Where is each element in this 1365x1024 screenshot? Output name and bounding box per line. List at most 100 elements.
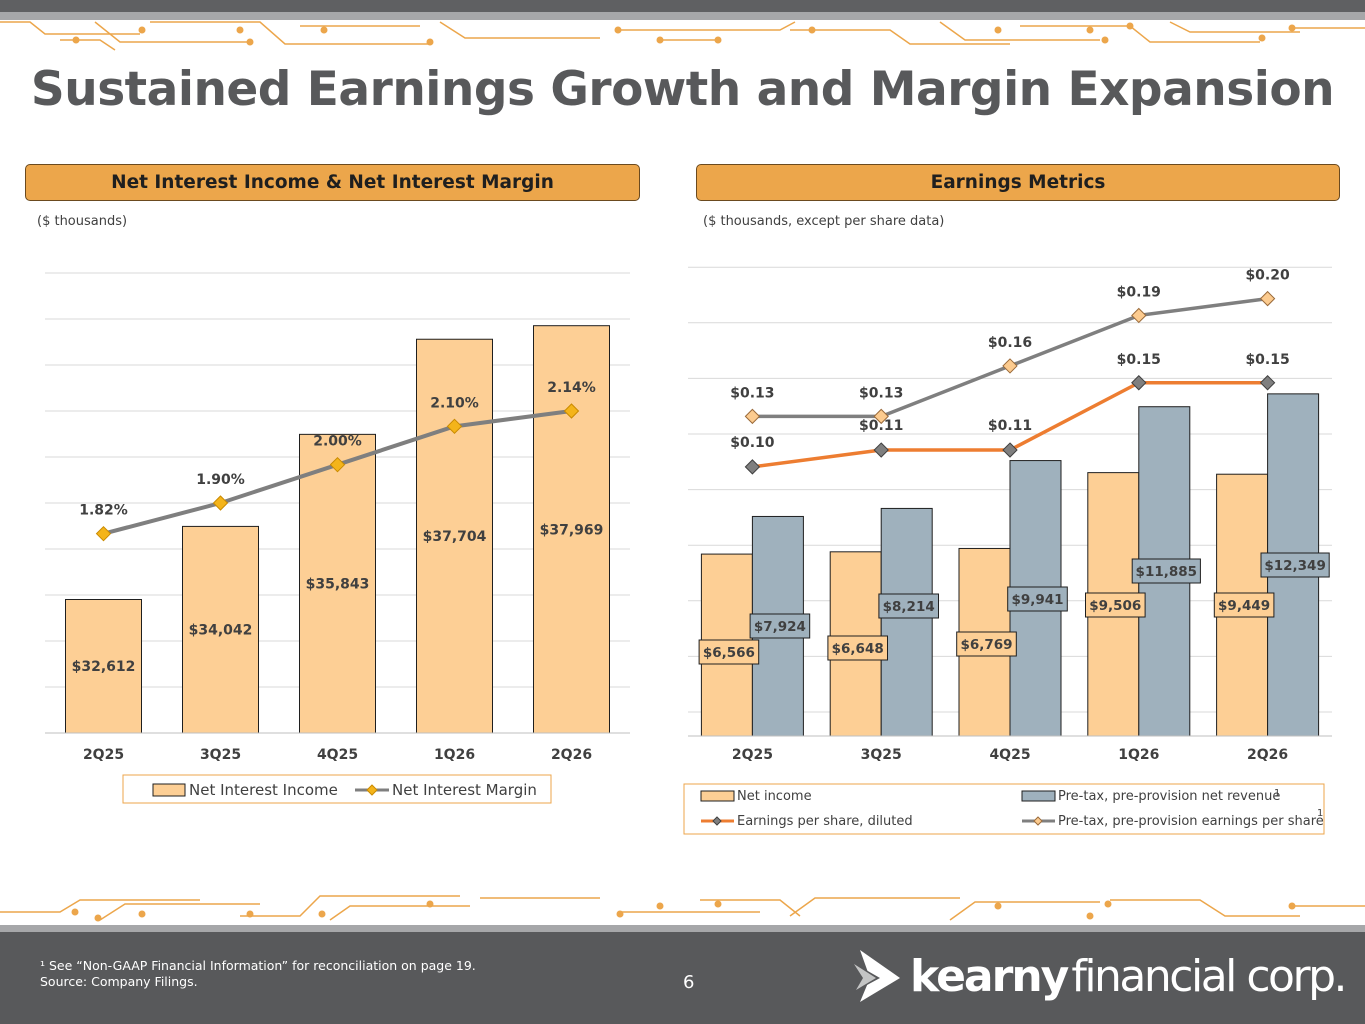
bar-label-box xyxy=(827,635,888,661)
marker-earnings-per-share xyxy=(744,459,761,475)
x-tick-label: 2Q25 xyxy=(732,747,773,763)
line-data-label: $0.10 xyxy=(730,435,775,451)
line-pre-tax-pre-provision-eps xyxy=(752,296,1268,419)
bar-label-box xyxy=(698,639,760,665)
legend-swatch-marker xyxy=(1033,816,1043,826)
x-tick-label: 2Q25 xyxy=(83,747,124,763)
bar-label-box xyxy=(1085,592,1146,618)
marker-pre-tax-eps xyxy=(1002,358,1018,374)
x-tick-label: 1Q26 xyxy=(1118,747,1159,763)
marker-earnings-per-share xyxy=(873,442,889,458)
top-bar-stripe xyxy=(0,12,1365,20)
x-tick-label: 2Q26 xyxy=(1247,747,1288,763)
line-data-label: $0.15 xyxy=(1117,352,1161,368)
right-panel-heading: Earnings Metrics xyxy=(696,164,1340,201)
legend-swatch-marker xyxy=(712,816,722,826)
earnings-metrics-chart: $6,566 $7,924 2Q25 $6,648 $8,214 3Q25 $6,769 $9… xyxy=(683,266,1332,835)
bar-label-box xyxy=(1213,592,1275,618)
bar-data-label: $7,924 xyxy=(754,619,806,635)
legend-label: Pre-tax, pre-provision earnings per shar… xyxy=(1058,814,1324,829)
circuit-decoration-bottom xyxy=(0,895,1365,922)
marker-net-interest-margin xyxy=(563,403,580,419)
marker-net-interest-margin xyxy=(446,418,463,435)
bar-label-box xyxy=(1131,558,1201,584)
bar-data-label: $6,648 xyxy=(832,641,884,657)
legend-label: Pre-tax, pre-provision net revenue xyxy=(1058,789,1280,804)
line-data-label: $0.11 xyxy=(859,418,903,434)
bar-data-label: $34,042 xyxy=(189,623,253,639)
line-data-label: 1.90% xyxy=(196,472,245,488)
legend-box xyxy=(122,774,552,804)
footer-bar xyxy=(0,932,1365,1024)
footnote: ¹ See “Non-GAAP Financial Information” f… xyxy=(40,958,476,990)
legend: Net income Pre-tax, pre-provision net rev… xyxy=(683,783,1325,835)
line-data-label: $0.16 xyxy=(988,335,1032,351)
marker-pre-tax-eps xyxy=(873,408,889,425)
line-data-label: $0.20 xyxy=(1245,268,1290,284)
legend-label: Net Interest Margin xyxy=(392,781,537,799)
bar-data-label: $9,941 xyxy=(1011,592,1063,608)
x-tick-label: 4Q25 xyxy=(317,747,358,763)
line-data-label: 1.82% xyxy=(79,503,128,519)
legend-superscript: 1 xyxy=(1317,808,1323,819)
line-data-label: 2.00% xyxy=(313,434,362,450)
bar-data-label: $37,969 xyxy=(540,522,604,538)
circuit-decoration-top xyxy=(0,21,1365,51)
page-number: 6 xyxy=(683,972,695,993)
bar-net-interest-income xyxy=(533,325,610,734)
line-data-label: $0.13 xyxy=(859,385,903,401)
legend: Net Interest Income Net Interest Margin xyxy=(122,774,552,804)
bar-data-label: $9,506 xyxy=(1089,598,1141,614)
left-panel-heading: Net Interest Income & Net Interest Margi… xyxy=(25,164,640,201)
brand-name-light: financial corp. xyxy=(1071,950,1347,1002)
x-tick-label: 3Q25 xyxy=(200,747,241,763)
legend-label: Net Interest Income xyxy=(189,781,338,799)
marker-net-interest-margin xyxy=(329,456,346,473)
bar-data-label: $11,885 xyxy=(1136,564,1198,580)
marker-earnings-per-share xyxy=(1002,442,1018,458)
right-unit-note: ($ thousands, except per share data) xyxy=(703,214,945,229)
line-data-label: 2.14% xyxy=(547,380,596,396)
legend-box xyxy=(683,783,1325,835)
legend-swatch-marker xyxy=(366,784,378,796)
legend-superscript: 1 xyxy=(1274,788,1280,799)
bar-net-interest-income xyxy=(65,598,142,734)
x-tick-label: 4Q25 xyxy=(989,747,1030,763)
bar-data-label: $6,769 xyxy=(960,637,1012,653)
marker-net-interest-margin xyxy=(212,495,229,511)
legend-label: Earnings per share, diluted xyxy=(737,814,913,829)
legend-label: Net income xyxy=(737,789,812,804)
line-data-label: $0.11 xyxy=(988,418,1032,434)
footer-stripe xyxy=(0,925,1365,932)
bar-data-label: $35,843 xyxy=(306,577,370,593)
kearny-logo: kearny financial corp. xyxy=(850,945,1347,1007)
net-interest-chart: $32,612 2Q25 $34,042 3Q25 $35,843 4Q25 $37,704… xyxy=(45,272,630,804)
marker-pre-tax-eps xyxy=(1259,290,1276,307)
bar-data-label: $32,612 xyxy=(72,659,136,675)
legend-swatch-bar xyxy=(1021,790,1056,802)
line-data-label: 2.10% xyxy=(430,395,479,411)
line-data-label: $0.13 xyxy=(730,385,774,401)
bar-net-interest-income xyxy=(299,433,376,734)
marker-pre-tax-eps xyxy=(1131,307,1147,324)
marker-earnings-per-share xyxy=(1259,375,1276,391)
x-tick-label: 1Q26 xyxy=(434,747,475,763)
top-bar xyxy=(0,0,1365,12)
legend-swatch-bar xyxy=(700,790,735,802)
bar-label-box xyxy=(878,593,939,619)
x-tick-label: 3Q25 xyxy=(861,747,902,763)
bar-data-label: $12,349 xyxy=(1264,558,1326,574)
marker-pre-tax-eps xyxy=(744,408,761,425)
bar-label-box xyxy=(1007,586,1068,612)
page-title: Sustained Earnings Growth and Margin Exp… xyxy=(30,62,1335,117)
bar-net-interest-income xyxy=(416,338,493,734)
bar-pre-tax-pre-provision-net-revenue xyxy=(880,507,933,737)
x-tick-label: 2Q26 xyxy=(551,747,592,763)
line-data-label: $0.19 xyxy=(1117,284,1161,300)
bar-label-box xyxy=(956,631,1017,657)
bar-data-label: $37,704 xyxy=(423,529,487,545)
brand-name-bold: kearny xyxy=(910,950,1069,1002)
footnote-line: ¹ See “Non-GAAP Financial Information” f… xyxy=(40,958,476,973)
kearny-chevron-icon xyxy=(852,950,900,1002)
legend-swatch-bar xyxy=(152,783,186,797)
